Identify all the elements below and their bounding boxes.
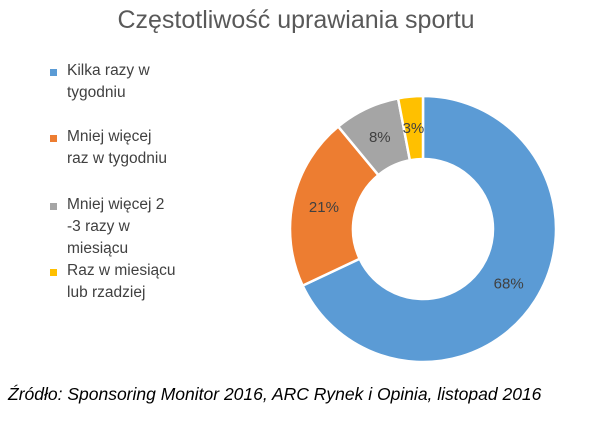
legend-label-line: Mniej więcej 2 <box>67 196 165 213</box>
donut-slice <box>300 94 558 364</box>
data-label: 68% <box>494 275 524 292</box>
chart-title: Częstotliwość uprawiania sportu <box>117 6 475 34</box>
legend-label-line: Kilka razy w <box>67 62 150 79</box>
data-label: 21% <box>309 199 339 216</box>
legend-label-line: Raz w miesiącu <box>67 262 176 279</box>
legend-label: Mniej więcej 2 -3 razy w miesiącu <box>67 194 227 260</box>
legend-label-line: Mniej więcej <box>67 128 152 145</box>
legend-label-line: lub rzadziej <box>67 284 146 301</box>
donut-slice <box>396 94 425 162</box>
legend-swatch <box>50 269 57 276</box>
donut-slice <box>288 124 381 288</box>
source-note: Źródło: Sponsoring Monitor 2016, ARC Ryn… <box>8 384 542 404</box>
legend-swatch <box>50 135 57 142</box>
legend-label: Raz w miesiącu lub rzadziej <box>67 260 227 304</box>
legend-label-line: miesiącu <box>67 240 129 257</box>
data-label: 8% <box>369 129 391 146</box>
legend-swatch <box>50 203 57 210</box>
legend-label-line: tygodniu <box>67 84 126 101</box>
legend-label-line: raz w tygodniu <box>67 150 167 167</box>
data-label: 3% <box>403 120 425 137</box>
legend-label-line: -3 razy w <box>67 218 130 235</box>
legend-swatch <box>50 69 57 76</box>
legend-label: Mniej więcej raz w tygodniu <box>67 126 227 170</box>
legend-label: Kilka razy w tygodniu <box>67 60 227 104</box>
